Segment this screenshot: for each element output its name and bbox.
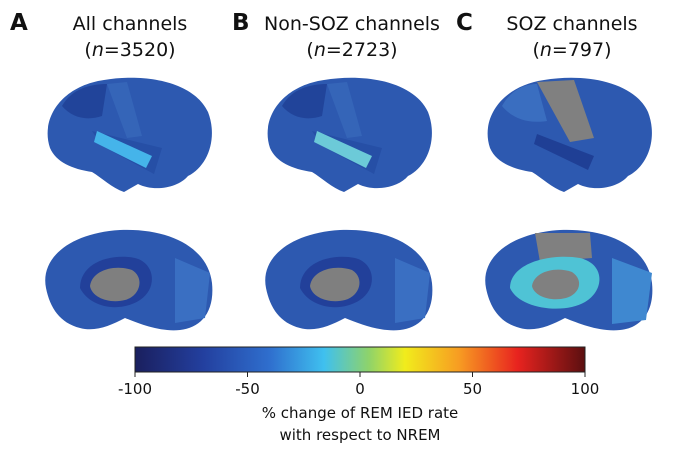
tick-label: 50 xyxy=(463,380,482,398)
brain-medial xyxy=(45,229,213,331)
tick-label: 0 xyxy=(355,380,365,398)
brain-medial xyxy=(485,229,653,331)
sample-size: (n=3520) xyxy=(84,39,175,61)
sample-size-value: =3520) xyxy=(104,39,176,61)
colorbar-label: with respect to NREM xyxy=(279,426,440,444)
sample-size-var: n xyxy=(92,39,104,61)
sample-size: (n=797) xyxy=(532,39,611,61)
brain-lateral xyxy=(267,77,432,192)
colorbar-label: % change of REM IED rate xyxy=(262,404,459,422)
panel-letter: C xyxy=(456,10,473,36)
sample-size-open: ( xyxy=(306,39,313,61)
sample-size-value: =2723) xyxy=(326,39,398,61)
panel-letter: B xyxy=(232,10,250,36)
sample-size: (n=2723) xyxy=(306,39,397,61)
panel-title: All channels xyxy=(73,13,188,35)
sample-size-open: ( xyxy=(532,39,539,61)
sample-size-value: =797) xyxy=(552,39,612,61)
colorbar xyxy=(134,346,586,373)
brain-medial xyxy=(265,229,433,331)
tick-label: -100 xyxy=(118,380,152,398)
panel-letter: A xyxy=(10,10,28,36)
tick-label: 100 xyxy=(571,380,600,398)
panel-title: Non-SOZ channels xyxy=(264,13,440,35)
brain-lateral xyxy=(47,77,212,192)
sample-size-var: n xyxy=(540,39,552,61)
sample-size-open: ( xyxy=(84,39,91,61)
brain-lateral xyxy=(487,77,652,192)
tick-label: -50 xyxy=(235,380,260,398)
sample-size-var: n xyxy=(314,39,326,61)
panel-title: SOZ channels xyxy=(506,13,637,35)
